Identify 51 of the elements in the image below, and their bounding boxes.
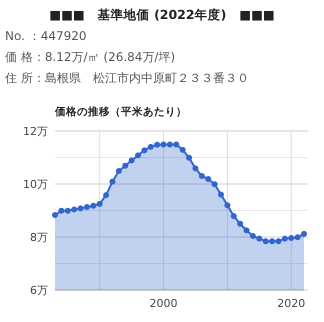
y-tick-label: 12万 <box>23 125 48 138</box>
point <box>230 213 237 220</box>
point <box>250 232 256 239</box>
point <box>218 192 224 198</box>
point <box>173 142 180 148</box>
y-tick-label: 8万 <box>30 231 48 244</box>
point <box>294 234 301 240</box>
point <box>262 238 269 244</box>
point <box>275 238 282 244</box>
x-tick-label: 2000 <box>150 297 178 310</box>
point <box>160 142 167 148</box>
point <box>116 168 122 174</box>
point <box>288 235 294 242</box>
point <box>180 146 186 153</box>
point <box>90 202 96 209</box>
point <box>103 192 110 198</box>
point <box>122 162 128 169</box>
point <box>96 200 103 207</box>
point <box>154 142 160 148</box>
point <box>141 147 148 154</box>
point <box>135 152 141 158</box>
point <box>301 230 307 237</box>
chart-subtitle: 価格の推移（平米あたり） <box>54 105 187 118</box>
chart-title: ■■■ 基準地価 (2022年度) ■■■ <box>49 7 275 22</box>
point <box>64 208 71 214</box>
y-tick-label: 10万 <box>23 178 48 191</box>
point <box>78 205 84 212</box>
point <box>71 206 78 212</box>
point <box>256 236 262 242</box>
point <box>224 202 230 208</box>
point <box>192 165 198 172</box>
point <box>212 181 218 188</box>
point <box>186 154 192 161</box>
point <box>84 204 90 210</box>
point <box>109 178 116 185</box>
point <box>205 176 212 182</box>
point <box>148 144 154 150</box>
text: No. ：447920 <box>5 29 87 43</box>
point <box>128 157 135 164</box>
point <box>237 220 244 227</box>
point <box>58 208 64 214</box>
point <box>269 238 276 244</box>
point <box>244 227 250 234</box>
text: 価 格：8.12万/㎡ (26.84万/坪) <box>5 50 176 64</box>
point <box>282 236 288 242</box>
text: 住 所：島根県 松江市内中原町２３３番３０ <box>4 71 249 85</box>
point <box>198 173 205 180</box>
y-tick-label: 6万 <box>30 284 48 297</box>
point <box>52 212 58 218</box>
x-tick-label: 2020 <box>277 297 306 310</box>
point <box>166 142 173 148</box>
